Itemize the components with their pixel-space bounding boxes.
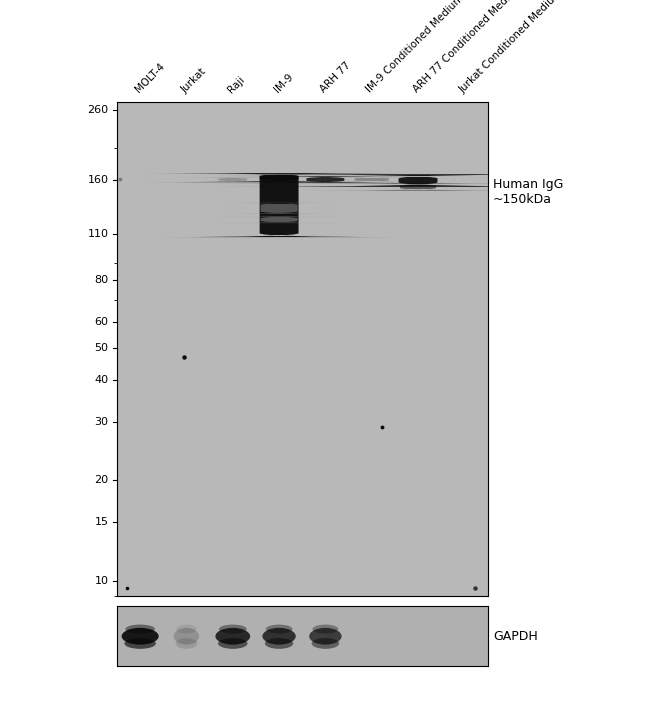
FancyBboxPatch shape <box>160 173 398 237</box>
Text: 60: 60 <box>95 317 109 327</box>
Text: 260: 260 <box>88 105 109 116</box>
Text: 10: 10 <box>95 575 109 586</box>
Ellipse shape <box>311 638 339 649</box>
Text: MOLT-4: MOLT-4 <box>133 61 166 94</box>
Ellipse shape <box>124 638 156 649</box>
FancyBboxPatch shape <box>166 177 300 182</box>
Ellipse shape <box>265 638 293 649</box>
Ellipse shape <box>218 638 248 649</box>
FancyBboxPatch shape <box>205 216 353 223</box>
FancyBboxPatch shape <box>306 183 530 190</box>
Ellipse shape <box>263 628 296 644</box>
FancyBboxPatch shape <box>205 203 353 214</box>
Text: 80: 80 <box>94 276 109 286</box>
Ellipse shape <box>176 638 198 649</box>
Text: 160: 160 <box>88 176 109 185</box>
Text: 30: 30 <box>95 417 109 427</box>
Ellipse shape <box>309 628 342 644</box>
Text: 40: 40 <box>94 376 109 386</box>
FancyBboxPatch shape <box>136 173 422 182</box>
Text: GAPDH: GAPDH <box>493 630 538 643</box>
Text: Human IgG
~150kDa: Human IgG ~150kDa <box>493 178 564 206</box>
Text: IM-9 Conditioned Medium: IM-9 Conditioned Medium <box>365 0 466 94</box>
Ellipse shape <box>313 625 339 634</box>
Text: ARH 77 Conditioned Medium: ARH 77 Conditioned Medium <box>411 0 524 94</box>
Text: 110: 110 <box>88 229 109 240</box>
Text: 15: 15 <box>95 517 109 527</box>
Text: IM-9: IM-9 <box>272 72 295 94</box>
Ellipse shape <box>219 625 247 634</box>
Text: Jurkat Conditioned Medium: Jurkat Conditioned Medium <box>457 0 565 94</box>
FancyBboxPatch shape <box>211 174 625 187</box>
Text: 50: 50 <box>95 343 109 353</box>
Ellipse shape <box>176 625 197 634</box>
FancyBboxPatch shape <box>214 176 436 183</box>
Ellipse shape <box>174 628 199 644</box>
Ellipse shape <box>125 625 155 634</box>
Ellipse shape <box>122 628 159 644</box>
Ellipse shape <box>215 628 250 644</box>
Text: Jurkat: Jurkat <box>179 66 208 94</box>
Text: 20: 20 <box>94 475 109 486</box>
FancyBboxPatch shape <box>292 177 452 182</box>
Text: Raji: Raji <box>226 74 246 94</box>
Ellipse shape <box>266 625 292 634</box>
Text: ARH 77: ARH 77 <box>318 60 353 94</box>
